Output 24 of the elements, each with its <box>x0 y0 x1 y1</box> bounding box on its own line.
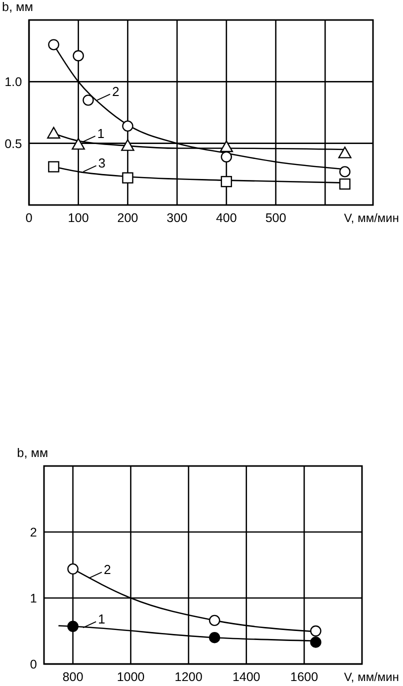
y-axis-title: b, мм <box>17 446 48 460</box>
annotation: 2 <box>112 84 120 100</box>
annotation: 3 <box>98 156 106 171</box>
annotation: 1 <box>98 612 106 627</box>
x-axis-title: V, мм/мин <box>344 670 399 684</box>
x-tick-label: 1200 <box>174 670 202 684</box>
y-tick-label: 1 <box>30 592 38 606</box>
x-tick-label: 1600 <box>290 670 318 684</box>
x-tick-label: 1400 <box>232 670 260 684</box>
x-axis-title: V, мм/мин <box>344 211 399 225</box>
y-tick-label: 1.0 <box>4 75 22 90</box>
y-tick-label: 2 <box>30 526 38 540</box>
x-tick-label: 300 <box>166 211 188 225</box>
x-tick-label: 200 <box>117 211 138 225</box>
x-tick-label: 1000 <box>116 670 145 684</box>
y-tick-label: 0.5 <box>4 136 22 151</box>
x-tick-label: 500 <box>265 211 286 225</box>
x-tick-label: 800 <box>62 670 84 684</box>
y-tick-label: 0 <box>30 658 38 672</box>
annotation: 1 <box>97 126 105 142</box>
y-axis-title: b, мм <box>2 0 34 14</box>
x-tick-label: 400 <box>216 211 237 225</box>
x-tick-label: 100 <box>68 211 89 225</box>
annotation: 2 <box>104 562 112 578</box>
